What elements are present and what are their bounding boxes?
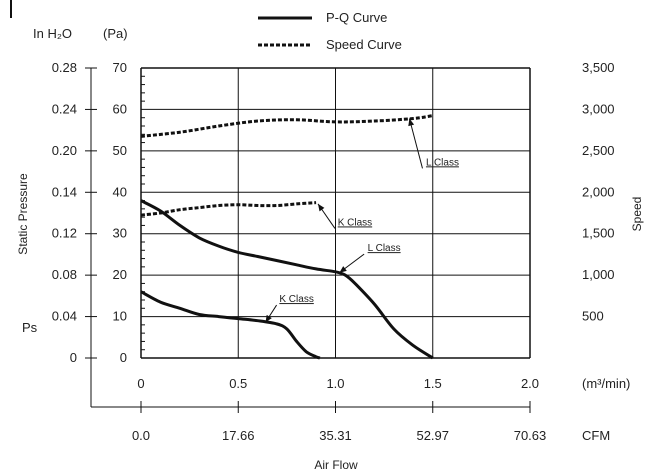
speed-axis-label: Speed <box>630 197 644 232</box>
x-tick-label: 1.5 <box>424 376 442 391</box>
x-tick-label: 2.0 <box>521 376 539 391</box>
speed-tick-label: 1,000 <box>582 267 615 282</box>
annotation-arrowhead <box>318 203 325 212</box>
speed-curve-l-class <box>140 114 434 138</box>
legend-speed-label: Speed Curve <box>326 37 402 52</box>
cfm-tick-label: 0.0 <box>132 428 150 443</box>
cfm-label: CFM <box>582 428 610 443</box>
annotation-layer: L Class K Class L Class K Class <box>265 118 459 323</box>
pa-tick-label: 0 <box>120 350 127 365</box>
pa-tick-label: 10 <box>113 309 127 324</box>
annotation-arrowhead <box>408 118 415 127</box>
inh2o-tick-label: 0.20 <box>52 143 77 158</box>
inh2o-tick-label: 0.08 <box>52 267 77 282</box>
inh2o-unit-label: In H₂O <box>33 26 72 41</box>
pq-curve-k-class <box>140 290 321 360</box>
cfm-tick-label: 52.97 <box>416 428 449 443</box>
inh2o-tick-label: 0.28 <box>52 60 77 75</box>
x-tick-label: 0.5 <box>229 376 247 391</box>
corner-mark <box>10 0 12 18</box>
ps-label: Ps <box>22 320 38 335</box>
legend-pq-label: P-Q Curve <box>326 10 387 25</box>
cfm-tick-label: 17.66 <box>222 428 255 443</box>
pa-tick-label: 50 <box>113 143 127 158</box>
series-layer <box>140 114 434 360</box>
pa-tick-label: 70 <box>113 60 127 75</box>
pq-curve-l-class <box>140 199 434 360</box>
annotation-arrowhead <box>339 266 347 273</box>
tick-layer: 0 10 20 30 40 50 60 70 0 0.04 0.08 0.12 0.14 0.20 0.24… <box>52 60 615 443</box>
legend: P-Q Curve Speed Curve <box>258 10 402 52</box>
speed-tick-label: 3,500 <box>582 60 615 75</box>
speed-tick-label: 3,000 <box>582 101 615 116</box>
x-tick-label: 1.0 <box>326 376 344 391</box>
speed-tick-label: 1,500 <box>582 226 615 241</box>
inh2o-tick-label: 0.04 <box>52 309 77 324</box>
pa-unit-label: (Pa) <box>103 26 128 41</box>
cfm-tick-label: 70.63 <box>514 428 547 443</box>
annotation-label: K Class <box>338 217 372 228</box>
inh2o-tick-label: 0.14 <box>52 184 77 199</box>
inh2o-tick-label: 0 <box>70 350 77 365</box>
x-unit-label: (m³/min) <box>582 376 630 391</box>
speed-tick-label: 500 <box>582 309 604 324</box>
annotation-label: L Class <box>426 157 459 168</box>
pa-tick-label: 60 <box>113 101 127 116</box>
x-axis-label: Air Flow <box>314 458 358 472</box>
annotation-label: L Class <box>368 243 401 254</box>
speed-curve-k-class <box>140 201 317 217</box>
x-tick-label: 0 <box>137 376 144 391</box>
pa-tick-label: 40 <box>113 184 127 199</box>
annotation-label: K Class <box>279 294 313 305</box>
cfm-tick-label: 35.31 <box>319 428 352 443</box>
inh2o-tick-label: 0.12 <box>52 226 77 241</box>
static-pressure-label: Static Pressure <box>16 173 30 255</box>
speed-tick-label: 2,000 <box>582 184 615 199</box>
annotation-arrowhead <box>265 314 272 323</box>
pa-tick-label: 20 <box>113 267 127 282</box>
pa-tick-label: 30 <box>113 226 127 241</box>
inh2o-tick-label: 0.24 <box>52 101 77 116</box>
annotation-leader <box>408 118 423 169</box>
speed-tick-label: 2,500 <box>582 143 615 158</box>
